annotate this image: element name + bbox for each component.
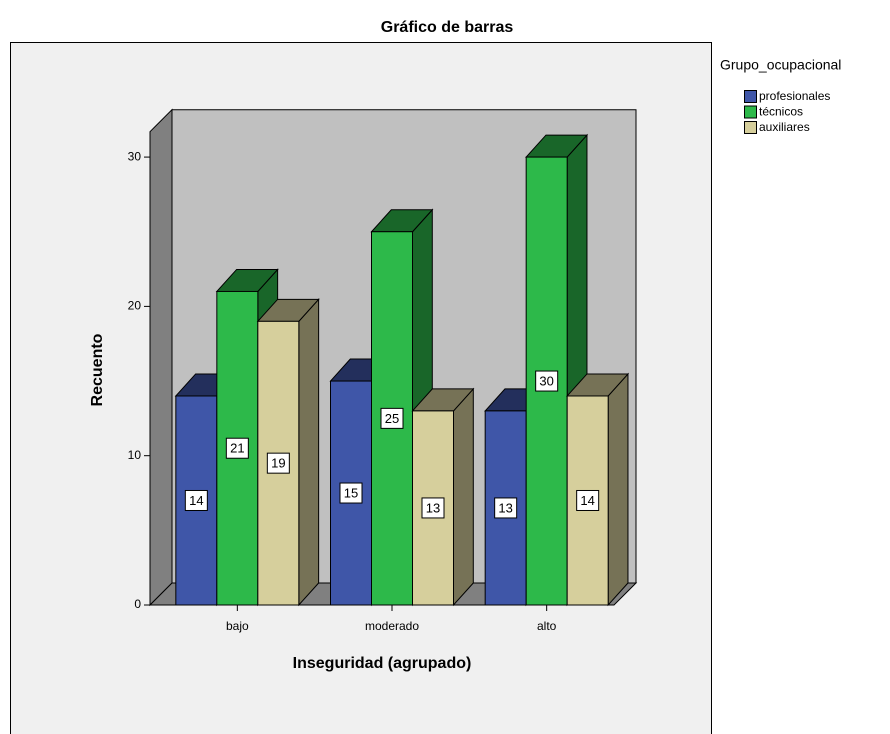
value-label: 14	[580, 493, 594, 508]
chart-title: Gráfico de barras	[381, 19, 514, 36]
value-label-box	[494, 497, 518, 519]
value-label: 13	[426, 500, 440, 515]
legend-title: Grupo_ocupacional	[720, 57, 841, 73]
legend-swatch	[744, 90, 757, 103]
value-label: 14	[189, 493, 203, 508]
bar	[257, 320, 300, 606]
value-label: 21	[230, 441, 244, 456]
value-label: 13	[498, 500, 512, 515]
value-label-box	[535, 370, 559, 392]
value-label-box	[576, 489, 600, 511]
y-tick-label: 30	[128, 149, 142, 163]
legend-swatch	[744, 121, 757, 134]
x-axis-label: Inseguridad (agrupado)	[293, 655, 472, 672]
y-tick-label: 20	[128, 299, 142, 313]
value-label-box	[339, 482, 363, 504]
legend-label: auxiliares	[759, 120, 810, 134]
x-tick-label: alto	[537, 619, 557, 633]
value-label: 30	[539, 373, 553, 388]
value-label-box	[421, 497, 445, 519]
bar-side	[607, 372, 629, 607]
legend-label: profesionales	[759, 89, 830, 103]
value-label-box	[184, 489, 208, 511]
y-axis-label: Recuento	[89, 333, 106, 406]
value-label-box	[266, 452, 290, 474]
value-label: 19	[271, 456, 285, 471]
bar-side	[298, 298, 320, 607]
value-label: 15	[344, 485, 358, 500]
legend-label: técnicos	[759, 105, 803, 119]
bar-side	[453, 387, 474, 607]
x-tick-label: moderado	[365, 619, 419, 633]
side-wall	[149, 108, 173, 607]
legend-swatch	[744, 105, 757, 119]
y-tick-label: 10	[128, 448, 142, 462]
x-tick-label: bajo	[226, 619, 249, 633]
value-label-box	[380, 407, 404, 429]
y-tick-label: 0	[134, 597, 141, 611]
value-label-box	[225, 437, 249, 459]
value-label: 25	[385, 411, 399, 426]
